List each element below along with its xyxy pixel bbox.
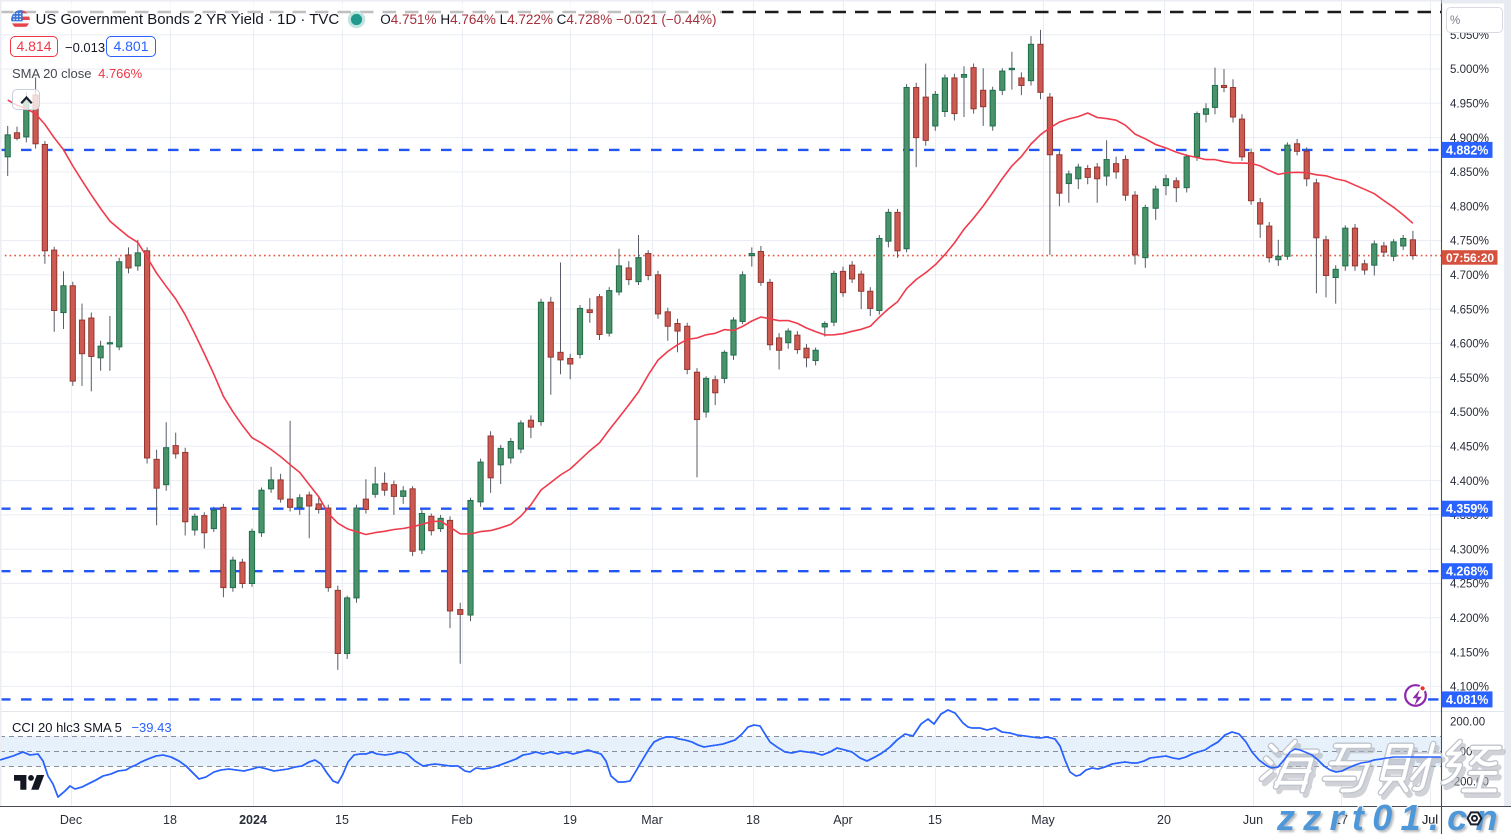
svg-text:Jul: Jul (1422, 813, 1438, 827)
svg-text:Feb: Feb (451, 813, 473, 827)
svg-text:4.600%: 4.600% (1450, 339, 1489, 351)
svg-text:4.650%: 4.650% (1450, 304, 1489, 316)
svg-text:4.268%: 4.268% (1446, 565, 1488, 579)
svg-text:4.400%: 4.400% (1450, 476, 1489, 488)
svg-text:Dec: Dec (60, 813, 82, 827)
svg-text:4.200%: 4.200% (1450, 613, 1489, 625)
svg-text:%: % (1450, 15, 1460, 27)
svg-text:Jul: Jul (1422, 813, 1438, 827)
svg-text:Jun: Jun (1243, 813, 1263, 827)
svg-text:May: May (1031, 813, 1055, 827)
svg-text:Mar: Mar (641, 813, 663, 827)
svg-text:4.850%: 4.850% (1450, 167, 1489, 179)
svg-text:20: 20 (1157, 813, 1171, 827)
svg-text:200.00: 200.00 (1450, 717, 1485, 729)
svg-text:Apr: Apr (833, 813, 852, 827)
svg-text:4.700%: 4.700% (1450, 270, 1489, 282)
svg-text:4.882%: 4.882% (1446, 143, 1488, 157)
svg-text:4.550%: 4.550% (1450, 373, 1489, 385)
svg-text:4.081%: 4.081% (1446, 693, 1488, 707)
svg-text:4.950%: 4.950% (1450, 99, 1489, 111)
svg-text:15: 15 (335, 813, 349, 827)
svg-text:4.450%: 4.450% (1450, 442, 1489, 454)
svg-text:4.150%: 4.150% (1450, 647, 1489, 659)
svg-text:15: 15 (928, 813, 942, 827)
svg-text:4.250%: 4.250% (1450, 579, 1489, 591)
svg-text:4.800%: 4.800% (1450, 201, 1489, 213)
svg-text:4.359%: 4.359% (1446, 502, 1488, 516)
svg-text:07:56:20: 07:56:20 (1446, 251, 1494, 265)
svg-text:4.500%: 4.500% (1450, 407, 1489, 419)
svg-text:17: 17 (1334, 813, 1348, 827)
svg-text:4.750%: 4.750% (1450, 236, 1489, 248)
svg-text:4.100%: 4.100% (1450, 682, 1489, 694)
svg-text:19: 19 (563, 813, 577, 827)
svg-text:2024: 2024 (239, 813, 267, 827)
svg-text:4.900%: 4.900% (1450, 133, 1489, 145)
svg-text:4.300%: 4.300% (1450, 544, 1489, 556)
svg-text:5.000%: 5.000% (1450, 64, 1489, 76)
svg-text:18: 18 (163, 813, 177, 827)
svg-text:18: 18 (746, 813, 760, 827)
